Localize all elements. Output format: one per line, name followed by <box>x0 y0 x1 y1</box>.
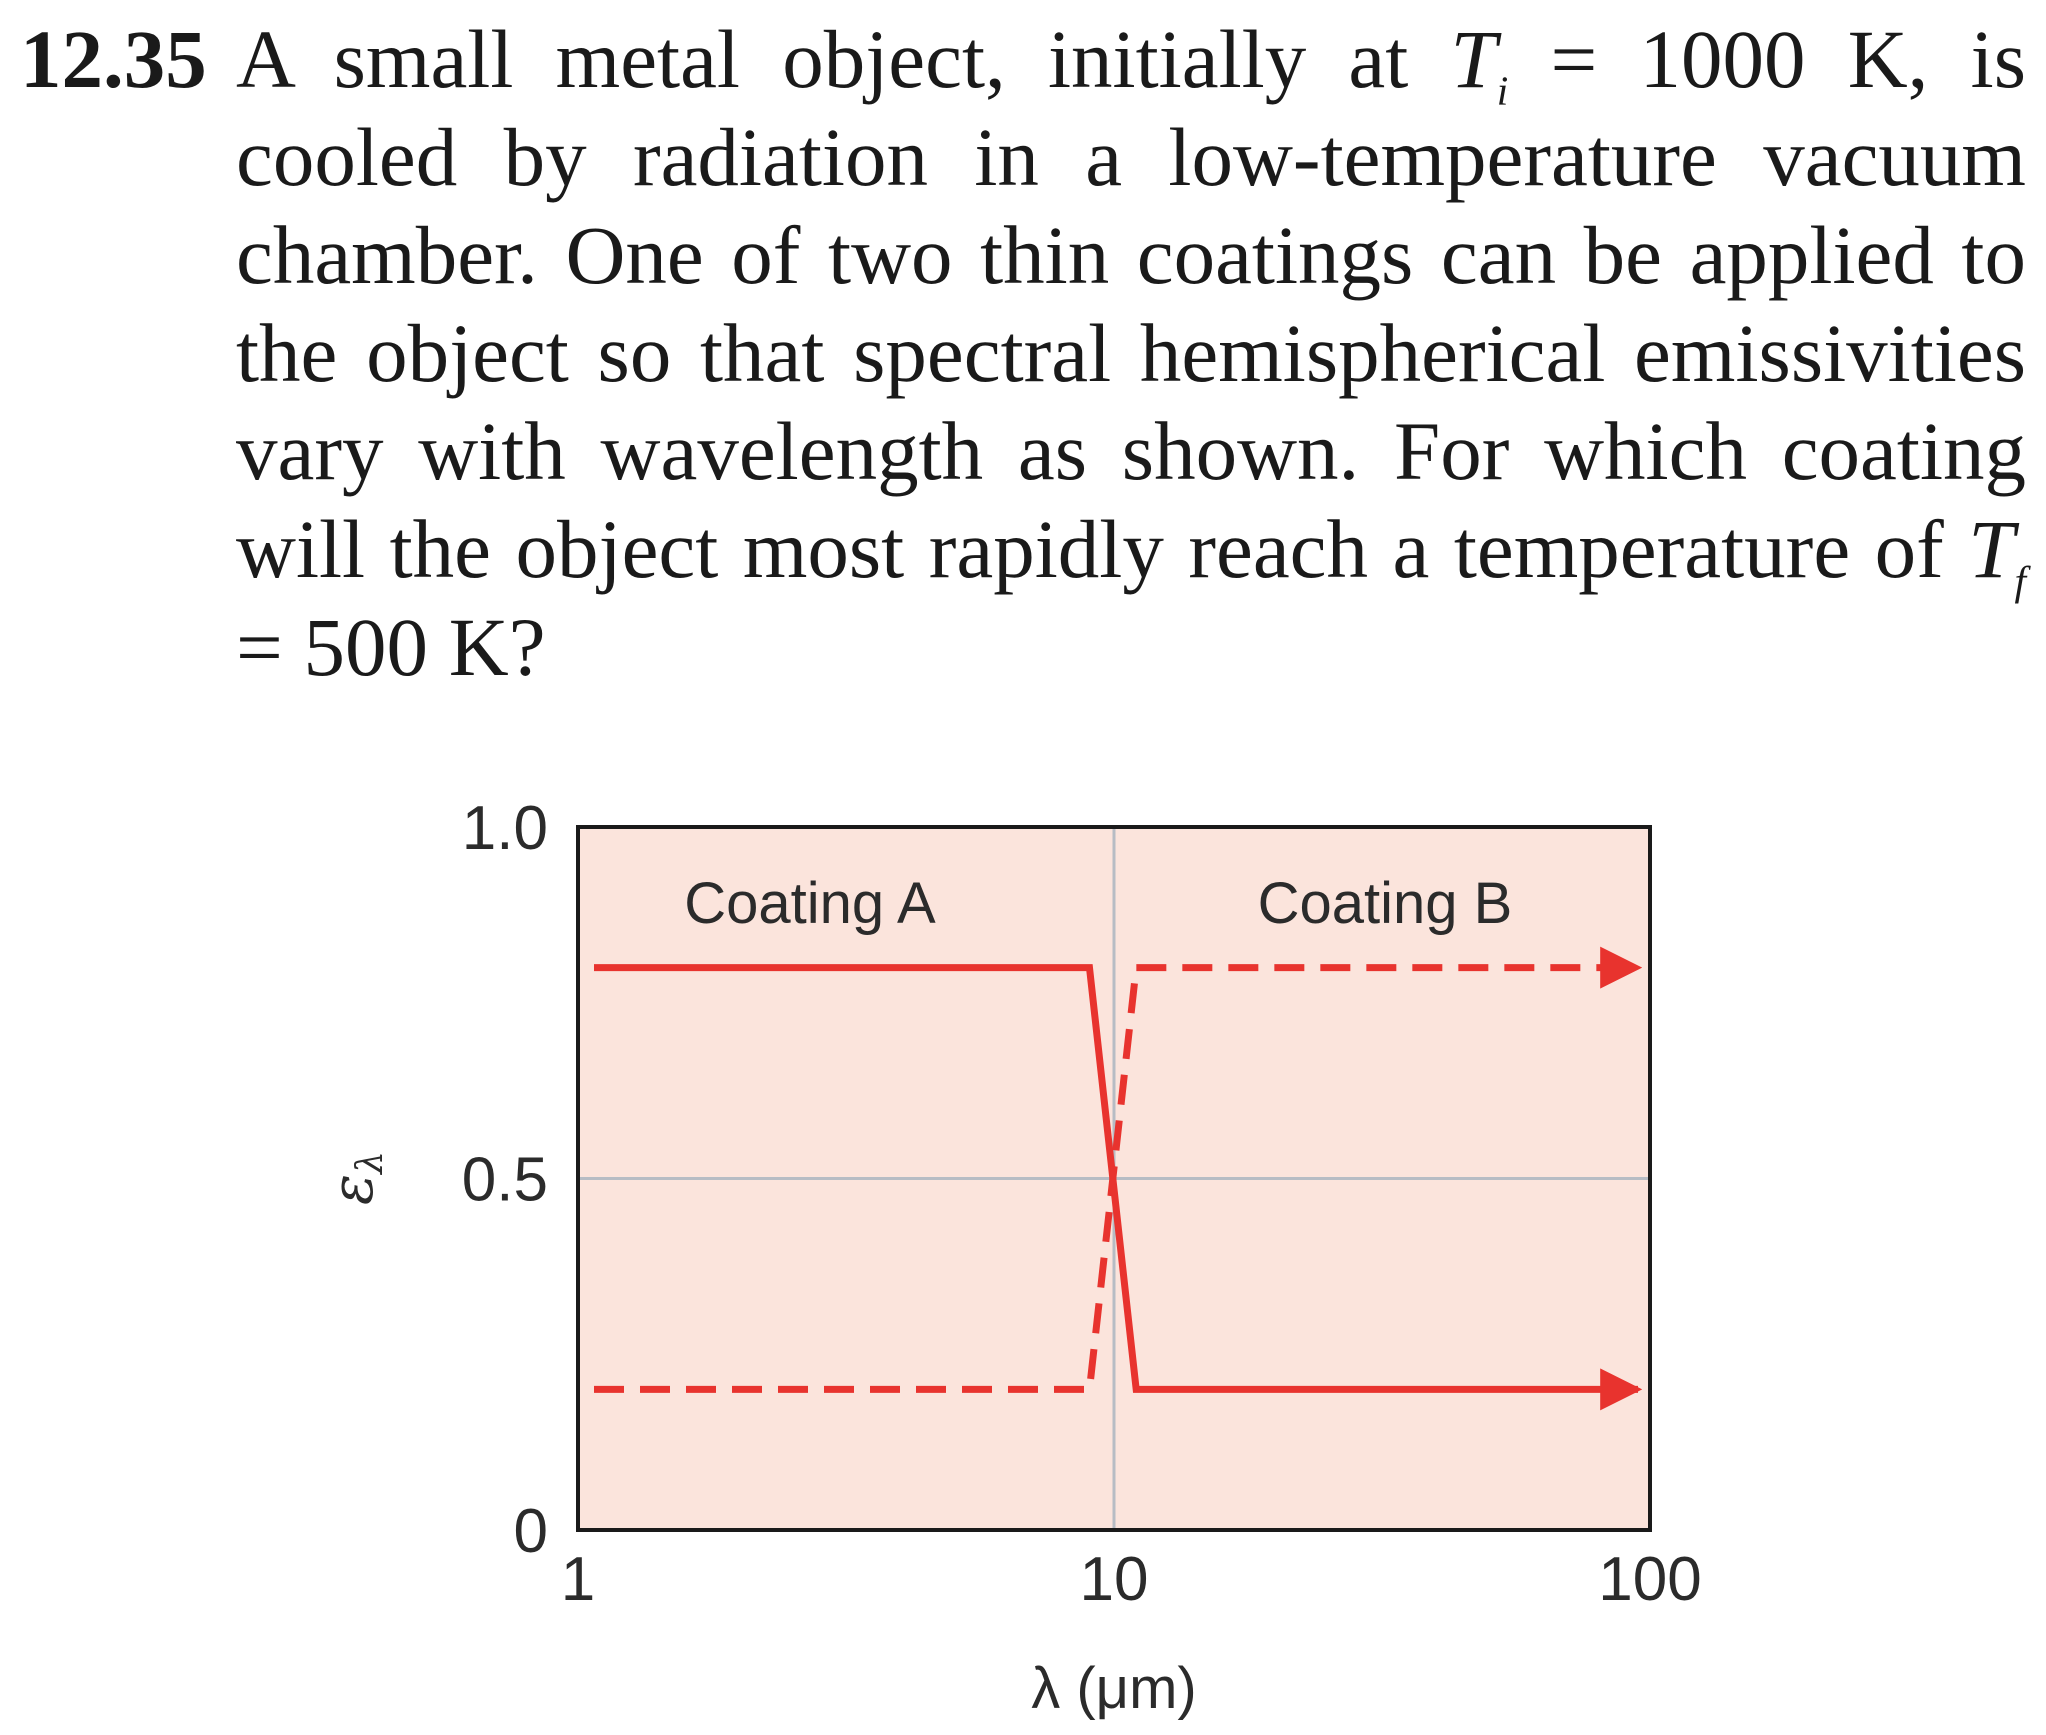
y-axis-label: ελ <box>318 1151 391 1205</box>
x-tick-label: 10 <box>1080 1545 1149 1614</box>
final-temp-symbol: T <box>1968 503 2015 595</box>
initial-temp-subscript: i <box>1496 67 1509 114</box>
final-temp-subscript: f <box>2014 557 2026 604</box>
series-layer <box>594 946 1643 1411</box>
initial-temp-symbol: T <box>1450 13 1497 105</box>
problem-text-part-1: A small metal object, initially at <box>236 13 1451 105</box>
series-label-coating-b: Coating B <box>1258 871 1513 936</box>
series-line-coating-b <box>594 946 1643 1393</box>
y-tick-label: 0.5 <box>462 1146 548 1215</box>
series-label-coating-a: Coating A <box>684 871 936 936</box>
problem-text-part-2: = 1000 K, is cooled by radiation in a lo… <box>236 13 2027 595</box>
problem-number: 12.35 <box>20 13 207 105</box>
y-tick-label: 1.0 <box>462 794 548 863</box>
x-axis-label: λ (μm) <box>1031 1656 1196 1721</box>
tick-labels: 1 10 100 0 0.5 1.0 <box>462 794 1702 1614</box>
problem-text-part-3: = 500 K? <box>236 601 546 693</box>
svg-text:ελ: ελ <box>318 1151 391 1205</box>
y-axis-symbol: ε <box>318 1174 386 1205</box>
y-tick-label: 0 <box>514 1497 548 1566</box>
x-tick-label: 1 <box>561 1545 595 1614</box>
plot-frame <box>576 825 1652 1532</box>
problem-text: A small metal object, initially at Ti = … <box>236 10 2026 696</box>
y-axis-subscript: λ <box>350 1151 391 1176</box>
x-tick-label: 100 <box>1598 1545 1701 1614</box>
